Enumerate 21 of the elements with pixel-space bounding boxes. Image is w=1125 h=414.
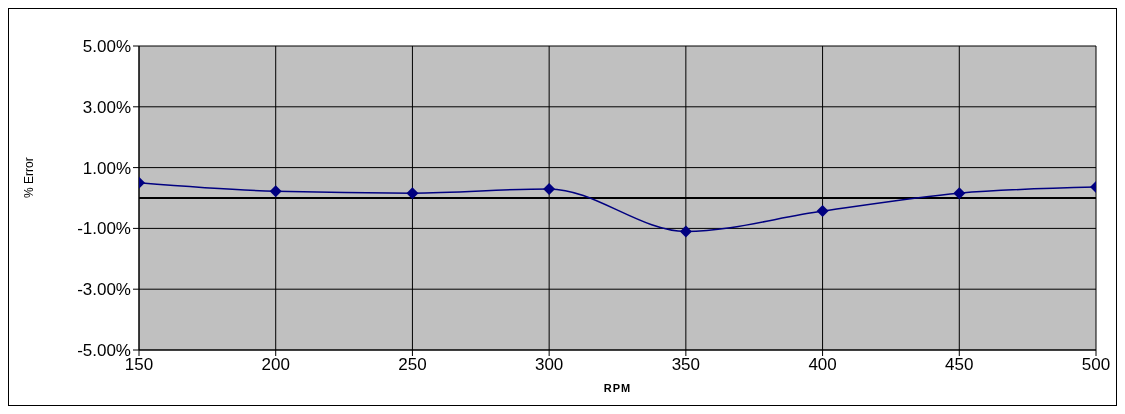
y-tick-label: -3.00% xyxy=(77,280,131,300)
x-tick-label: 250 xyxy=(398,355,427,375)
x-tick-label: 150 xyxy=(124,355,154,375)
x-axis-title: RPM xyxy=(603,382,632,394)
point xyxy=(953,187,966,200)
point xyxy=(543,182,556,195)
point xyxy=(406,187,419,200)
x-tick-label: 350 xyxy=(671,355,701,375)
x-tick-label: 450 xyxy=(945,355,974,375)
x-tick-label: 300 xyxy=(534,355,564,375)
y-tick-label: -1.00% xyxy=(77,219,131,239)
point xyxy=(269,185,282,198)
x-tick-label: 400 xyxy=(808,355,837,375)
y-tick-label: 3.00% xyxy=(82,97,131,117)
point xyxy=(679,225,692,238)
point xyxy=(816,205,829,218)
x-tick-label: 200 xyxy=(261,355,290,375)
y-axis-title: % Error xyxy=(22,157,37,198)
y-tick-label: 1.00% xyxy=(82,158,131,178)
y-tick-label: 5.00% xyxy=(82,37,131,57)
x-tick-label: 500 xyxy=(1081,355,1111,375)
